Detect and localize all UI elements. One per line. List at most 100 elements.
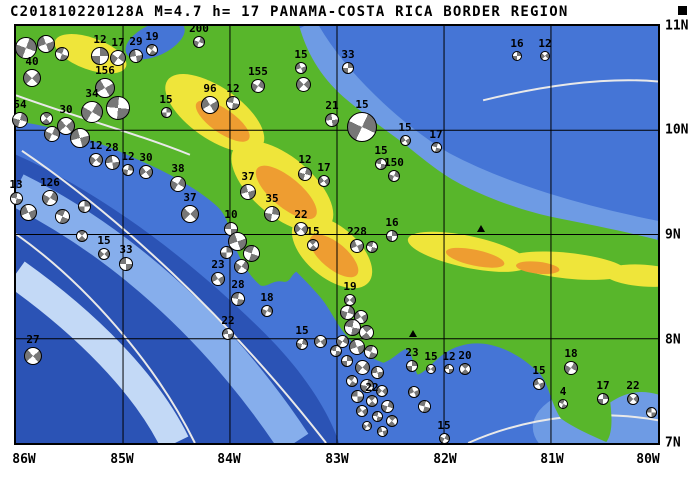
focal-mechanism <box>81 101 103 123</box>
lon-label-85w: 85W <box>110 452 134 467</box>
focal-mechanism <box>295 62 307 74</box>
focal-mechanism-depth-label: 38 <box>171 162 185 175</box>
map-canvas <box>14 24 660 445</box>
focal-mechanism-depth-label: 28 <box>231 278 245 291</box>
map-title: C201810220128A M=4.7 h= 17 PANAMA-COSTA … <box>10 4 569 20</box>
focal-mechanism <box>295 76 311 92</box>
focal-mechanism-depth-label: 33 <box>119 243 133 256</box>
focal-mechanism-depth-label: 16 <box>510 37 524 50</box>
focal-mechanism <box>37 35 55 53</box>
focal-mechanism <box>54 208 70 224</box>
focal-mechanism <box>19 203 37 221</box>
focal-mechanism <box>24 347 42 365</box>
focal-mechanism <box>42 190 58 206</box>
focal-mechanism-depth-label: 18 <box>260 291 274 304</box>
focal-mechanism <box>211 272 225 286</box>
focal-mechanism <box>227 231 247 251</box>
focal-mechanism <box>106 96 130 120</box>
focal-mechanism <box>193 36 205 48</box>
lon-label-86w: 86W <box>12 452 36 467</box>
lat-label-11n: 11N <box>665 18 689 34</box>
focal-mechanism <box>91 47 109 65</box>
focal-mechanism-depth-label: 156 <box>95 64 115 77</box>
focal-mechanism-depth-label: 23 <box>211 258 225 271</box>
focal-mechanism-depth-label: 37 <box>241 170 255 183</box>
focal-mechanism-depth-label: 22 <box>626 379 640 392</box>
focal-mechanism-depth-label: 20 <box>458 349 472 362</box>
focal-mechanism <box>95 78 115 98</box>
focal-mechanism-depth-label: 17 <box>111 36 125 49</box>
highland <box>604 264 658 287</box>
focal-mechanism <box>388 170 400 182</box>
mountain-ridge <box>515 261 560 275</box>
corner-mark <box>678 6 687 15</box>
focal-mechanism <box>366 395 378 407</box>
focal-mechanism <box>349 339 365 355</box>
highland <box>54 34 127 74</box>
focal-mechanism-depth-label: 15 <box>294 48 308 61</box>
focal-mechanism-depth-label: 30 <box>59 103 73 116</box>
focal-mechanism <box>98 248 110 260</box>
focal-mechanism <box>55 47 69 61</box>
focal-mechanism-depth-label: 15 <box>437 418 451 432</box>
focal-mechanism <box>39 111 53 125</box>
focal-mechanism-depth-label: 96 <box>203 82 217 95</box>
focal-mechanism <box>356 405 368 417</box>
focal-mechanism <box>371 410 383 422</box>
lat-label-8n: 8N <box>665 332 681 348</box>
focal-mechanism <box>226 96 240 110</box>
focal-mechanism <box>70 128 90 148</box>
focal-mechanism <box>57 117 75 135</box>
focal-mechanism-depth-label: 34 <box>85 87 99 100</box>
focal-mechanism-depth-label: 126 <box>40 176 60 189</box>
focal-mechanism <box>76 230 88 242</box>
focal-mechanism <box>627 393 639 405</box>
focal-mechanism <box>89 153 103 167</box>
caribbean-shelf <box>292 26 658 247</box>
focal-mechanism-depth-label: 33 <box>341 48 355 61</box>
focal-mechanism <box>459 363 471 375</box>
focal-mechanism <box>9 191 23 205</box>
plate-boundary-line <box>16 94 191 156</box>
focal-mechanism <box>406 360 418 372</box>
focal-mechanism-depth-label: 15 <box>295 324 309 337</box>
focal-mechanism <box>386 230 398 242</box>
mountain-ridge <box>445 247 505 268</box>
focal-mechanism <box>307 239 319 251</box>
focal-mechanism <box>533 378 545 390</box>
focal-mechanism <box>294 222 308 236</box>
focal-mechanism <box>240 184 256 200</box>
focal-mechanism <box>342 62 354 74</box>
focal-mechanism <box>354 359 370 375</box>
focal-mechanism <box>366 241 378 253</box>
focal-mechanism <box>376 425 388 437</box>
focal-mechanism <box>645 406 657 418</box>
focal-mechanism <box>444 364 454 374</box>
focal-mechanism-depth-label: 30 <box>139 151 153 164</box>
focal-mechanism-depth-label: 228 <box>347 225 367 238</box>
focal-mechanism <box>360 379 374 393</box>
focal-mechanism <box>44 126 60 142</box>
focal-mechanism <box>298 167 312 181</box>
focal-mechanism <box>417 399 431 413</box>
focal-mechanism <box>362 421 372 431</box>
lon-label-82w: 82W <box>433 452 457 467</box>
focal-mechanism <box>296 338 308 350</box>
trench-band-inner <box>16 261 189 443</box>
focal-mechanism <box>430 141 442 153</box>
focal-mechanism <box>375 158 387 170</box>
focal-mechanism-depth-label: 15 <box>306 225 320 238</box>
focal-mechanism-depth-label: 12 <box>442 350 456 363</box>
focal-mechanism-depth-label: 15 <box>398 120 412 134</box>
focal-mechanism-depth-label: 23 <box>405 346 419 359</box>
focal-mechanism <box>231 292 245 306</box>
focal-mechanism-depth-label: 27 <box>26 333 40 346</box>
focal-mechanism <box>146 44 158 56</box>
focal-mechanism-depth-label: 17 <box>429 127 443 141</box>
focal-mechanism <box>77 199 91 213</box>
focal-mechanism-depth-label: 22 <box>294 208 308 221</box>
focal-mechanism-depth-label: 150 <box>384 156 404 169</box>
focal-mechanism <box>201 96 219 114</box>
focal-mechanism <box>264 206 280 222</box>
mountain-ridge <box>255 165 317 220</box>
